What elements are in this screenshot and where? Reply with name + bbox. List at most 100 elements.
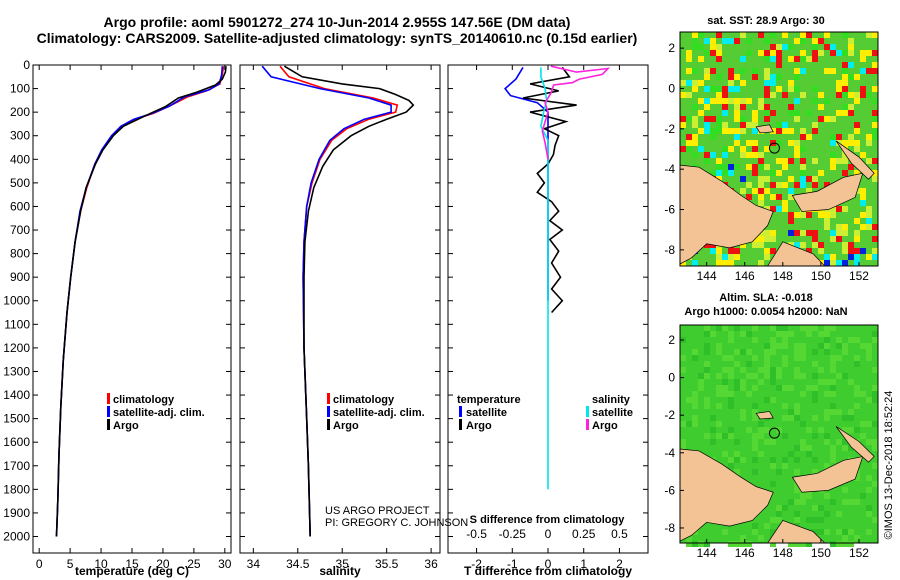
map-y-tick-label: -2	[664, 122, 675, 136]
map-cell	[740, 415, 746, 421]
map-cell	[764, 164, 770, 170]
map-x-tick-label: 150	[811, 269, 831, 283]
map-y-tick-label: -6	[664, 483, 675, 497]
map-y-tick-label: 0	[668, 371, 675, 385]
map-cell	[764, 349, 770, 355]
map-cell	[752, 409, 758, 415]
map-cell	[752, 74, 758, 80]
map-cell	[692, 44, 698, 50]
map-cell	[722, 98, 728, 104]
map-cell	[770, 92, 776, 98]
map-cell	[866, 224, 872, 230]
x-tick-label: 5	[67, 557, 74, 571]
map-cell	[854, 248, 860, 254]
map-cell	[776, 128, 782, 134]
map-cell	[872, 236, 878, 242]
map-cell	[764, 110, 770, 116]
map-cell	[872, 158, 878, 164]
map-x-tick-label: 148	[773, 269, 793, 283]
map-cell	[824, 391, 830, 397]
map-cell	[692, 355, 698, 361]
map-cell	[698, 379, 704, 385]
map-cell	[830, 499, 836, 505]
legend-climatology-label: climatology	[333, 394, 395, 406]
map-cell	[728, 331, 734, 337]
map-cell	[866, 212, 872, 218]
map-cell	[794, 74, 800, 80]
y-tick-label: 100	[10, 82, 30, 96]
map-cell	[686, 116, 692, 122]
map-cell	[848, 50, 854, 56]
map-cell	[812, 38, 818, 44]
top-tick-label: -0.5	[466, 527, 487, 541]
map-cell	[842, 439, 848, 445]
map-cell	[740, 176, 746, 182]
map-cell	[758, 535, 764, 541]
map-cell	[680, 122, 686, 128]
map-cell	[842, 80, 848, 86]
map-cell	[872, 397, 878, 403]
map-cell	[740, 541, 746, 547]
map-cell	[722, 38, 728, 44]
map-cell	[734, 74, 740, 80]
sst-map: 144 146 148 150 152 2 0 -2 -4 -6 -8	[664, 31, 879, 283]
map-cell	[818, 529, 824, 535]
manus-island-land	[755, 411, 774, 420]
map-cell	[722, 367, 728, 373]
map-cell	[704, 74, 710, 80]
map-cell	[764, 397, 770, 403]
map-cell	[776, 62, 782, 68]
map-cell	[800, 325, 806, 331]
map-cell	[710, 152, 716, 158]
map-cell	[794, 511, 800, 517]
map-cell	[788, 218, 794, 224]
map-cell	[806, 427, 812, 433]
map-cell	[836, 134, 842, 140]
map-cell	[818, 104, 824, 110]
y-tick-label: 1200	[3, 341, 30, 355]
map-y-tick-label: -4	[664, 162, 675, 176]
map-cell	[740, 385, 746, 391]
map-cell	[740, 104, 746, 110]
map-cell	[782, 385, 788, 391]
map-cell	[698, 110, 704, 116]
map-cell	[836, 158, 842, 164]
legend-t-argo-label: Argo	[466, 420, 492, 432]
map-cell	[740, 98, 746, 104]
credit-line-1: US ARGO PROJECT	[325, 505, 430, 517]
map-cell	[824, 325, 830, 331]
map-cell	[842, 104, 848, 110]
map-cell	[788, 158, 794, 164]
map-cell	[860, 152, 866, 158]
map-cell	[704, 331, 710, 337]
map-cell	[860, 224, 866, 230]
map-cell	[740, 367, 746, 373]
map-cell	[776, 325, 782, 331]
map-cell	[746, 140, 752, 146]
map-cell	[716, 32, 722, 38]
map-cell	[770, 517, 776, 523]
map-cell	[710, 98, 716, 104]
map-cell	[800, 373, 806, 379]
map-cell	[728, 38, 734, 44]
map-cell	[776, 56, 782, 62]
map-cell	[860, 343, 866, 349]
map-cell	[716, 260, 722, 266]
map-cell	[836, 110, 842, 116]
map-cell	[710, 170, 716, 176]
map-cell	[818, 170, 824, 176]
map-cell	[752, 146, 758, 152]
map-cell	[770, 230, 776, 236]
map-cell	[830, 164, 836, 170]
map-cell	[800, 445, 806, 451]
map-cell	[800, 343, 806, 349]
map-cell	[740, 331, 746, 337]
map-cell	[758, 194, 764, 200]
map-cell	[752, 164, 758, 170]
map-cell	[752, 403, 758, 409]
map-cell	[854, 254, 860, 260]
map-cell	[680, 92, 686, 98]
x-axis-label: temperature (deg C)	[75, 564, 189, 578]
map-cell	[830, 152, 836, 158]
